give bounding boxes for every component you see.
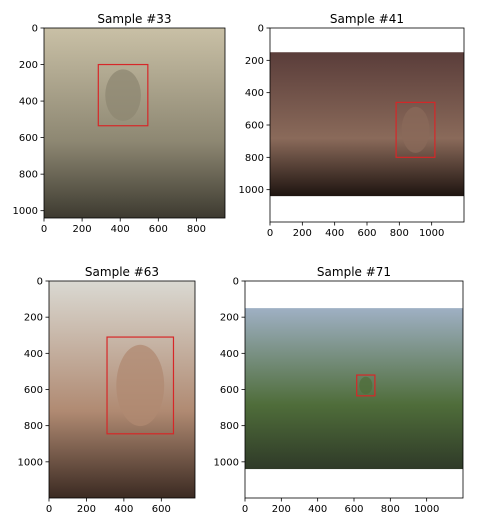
x-tick-label: 1000 (414, 504, 439, 515)
panel-sample-33: Sample #33 0 200 400 600 800 0 200 400 600 800 1000 (13, 12, 225, 235)
x-tick-label: 200 (272, 504, 291, 515)
x-tick-label: 1000 (419, 228, 444, 239)
x-tick-label: 200 (293, 228, 312, 239)
y-tick-label: 400 (220, 349, 239, 360)
y-tick-label: 0 (32, 24, 38, 35)
y-tick-label: 1000 (214, 457, 239, 468)
x-tick-label: 400 (114, 504, 133, 515)
x-tick-label: 0 (41, 224, 47, 235)
face-shape (359, 377, 372, 394)
x-tick-label: 800 (381, 504, 400, 515)
x-tick-label: 600 (344, 504, 363, 515)
x-tick-label: 200 (73, 224, 92, 235)
y-tick-label: 800 (19, 170, 38, 181)
y-tick-label: 0 (258, 24, 264, 35)
panel-sample-41: Sample #41 0 200 400 600 800 1000 0 200 400 600 800… (239, 12, 464, 239)
panel-title: Sample #33 (97, 12, 171, 26)
x-tick-label: 0 (267, 228, 273, 239)
y-tick-label: 200 (220, 313, 239, 324)
y-tick-label: 0 (233, 277, 239, 288)
panel-title: Sample #63 (85, 265, 159, 279)
x-tick-label: 0 (242, 504, 248, 515)
face-shape (105, 69, 141, 120)
x-tick-label: 0 (46, 504, 52, 515)
x-tick-label: 200 (77, 504, 96, 515)
y-tick-label: 800 (245, 153, 264, 164)
y-tick-label: 600 (220, 385, 239, 396)
panel-sample-71: Sample #71 0 200 400 600 800 1000 0 200 400 600 800… (214, 265, 463, 515)
sample-image (245, 308, 463, 469)
y-tick-label: 600 (24, 385, 43, 396)
x-tick-label: 800 (390, 228, 409, 239)
y-tick-label: 400 (245, 88, 264, 99)
x-tick-label: 600 (152, 504, 171, 515)
x-tick-label: 600 (149, 224, 168, 235)
y-tick-label: 400 (24, 349, 43, 360)
x-tick-label: 600 (357, 228, 376, 239)
x-tick-label: 400 (325, 228, 344, 239)
y-tick-label: 200 (19, 60, 38, 71)
face-shape (116, 345, 164, 426)
x-tick-label: 400 (308, 504, 327, 515)
panel-title: Sample #41 (330, 12, 404, 26)
x-tick-label: 400 (111, 224, 130, 235)
y-tick-label: 600 (245, 121, 264, 132)
y-tick-label: 0 (37, 277, 43, 288)
panel-sample-63: Sample #63 0 200 400 600 0 200 400 600 800 1000 (18, 265, 195, 515)
face-shape (402, 107, 430, 153)
y-tick-label: 200 (245, 56, 264, 67)
y-tick-label: 1000 (13, 206, 38, 217)
y-tick-label: 200 (24, 313, 43, 324)
y-tick-label: 1000 (18, 457, 43, 468)
y-tick-label: 1000 (239, 185, 264, 196)
sample-image (44, 28, 225, 218)
y-tick-label: 800 (24, 421, 43, 432)
y-tick-label: 400 (19, 97, 38, 108)
panel-title: Sample #71 (317, 265, 391, 279)
x-tick-label: 800 (187, 224, 206, 235)
y-tick-label: 600 (19, 133, 38, 144)
y-tick-label: 800 (220, 421, 239, 432)
